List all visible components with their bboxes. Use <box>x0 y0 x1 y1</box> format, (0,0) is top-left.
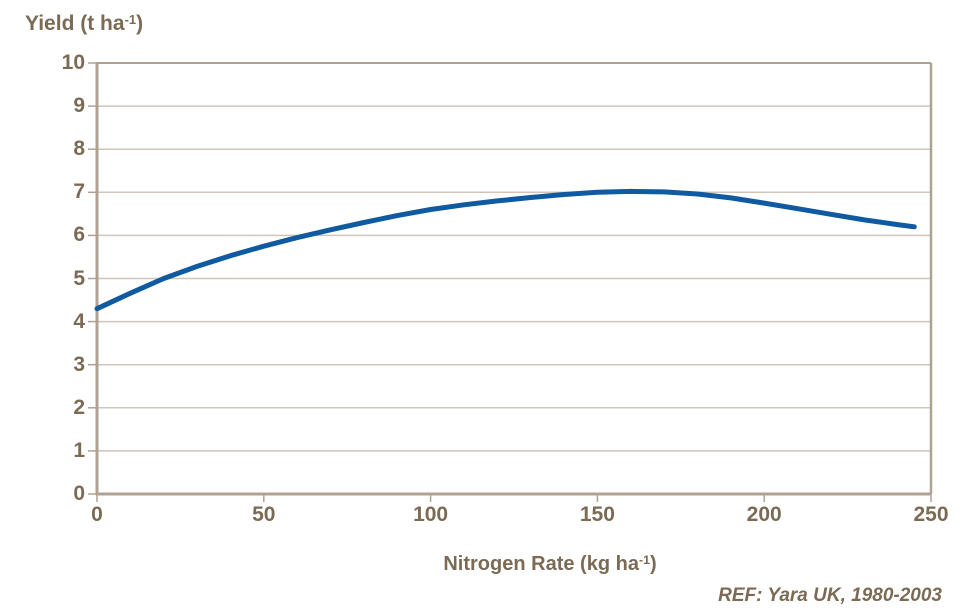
x-axis-title: Nitrogen Rate (kg ha-1) <box>300 553 800 576</box>
y-tick-label: 2 <box>73 395 85 419</box>
y-tick-label: 1 <box>73 438 85 462</box>
x-axis-title-text: Nitrogen Rate (kg ha <box>443 553 639 575</box>
y-axis-title-superscript: -1 <box>124 12 137 28</box>
x-tick-label: 100 <box>413 503 449 526</box>
y-tick-label: 5 <box>73 266 85 290</box>
y-tick-label: 9 <box>73 94 85 118</box>
y-tick-label: 7 <box>73 180 85 204</box>
y-tick-label: 4 <box>73 309 85 333</box>
y-axis-title-text: Yield (t ha <box>25 12 125 35</box>
x-axis-title-superscript: -1 <box>638 553 650 568</box>
x-tick-label: 250 <box>913 503 949 526</box>
x-axis-title-close: ) <box>649 553 657 575</box>
y-tick-label: 6 <box>73 223 85 247</box>
y-axis-title: Yield (t ha-1) <box>25 12 143 36</box>
x-tick-label: 50 <box>252 503 276 526</box>
y-tick-label: 10 <box>61 51 85 74</box>
x-tick-label: 200 <box>746 503 782 526</box>
y-tick-label: 3 <box>73 352 85 376</box>
x-tick-label: 150 <box>579 503 615 526</box>
reference-note: REF: Yara UK, 1980-2003 <box>718 585 942 606</box>
yield-curve <box>94 188 917 312</box>
x-tick-label: 0 <box>91 503 103 526</box>
y-tick-label: 0 <box>73 482 85 505</box>
y-axis-title-close: ) <box>136 12 144 35</box>
y-tick-label: 8 <box>73 137 85 161</box>
